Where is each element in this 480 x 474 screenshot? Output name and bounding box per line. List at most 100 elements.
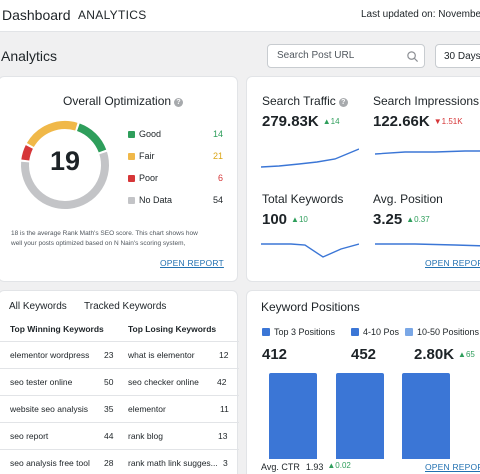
optimization-donut-chart (21, 121, 109, 209)
winning-keyword[interactable]: elementor wordpress (10, 350, 90, 360)
search-impressions-sparkline (375, 150, 480, 155)
analytics-title: Analytics (1, 48, 58, 64)
winning-keyword[interactable]: seo analysis free tool (10, 458, 90, 468)
page-title: Dashboard (2, 7, 71, 23)
tab-tracked-keywords[interactable]: Tracked Keywords (84, 301, 167, 312)
legend-no-data-label: No Data (139, 195, 173, 205)
legend-good: Good 14 (127, 129, 223, 143)
avg-position-sparkline (375, 243, 480, 247)
positions-open-report-link[interactable]: OPEN REPORT (425, 462, 480, 472)
avg-ctr-value: 1.93 (305, 462, 324, 472)
total-keywords-delta-value: 10 (298, 215, 308, 224)
legend-good-value: 14 (212, 129, 223, 139)
help-icon[interactable]: ? (338, 98, 348, 107)
winning-keyword[interactable]: seo report (10, 431, 49, 441)
optimization-open-report-link[interactable]: OPEN REPORT (160, 258, 224, 268)
losing-keyword-position: 11 (220, 404, 229, 414)
traffic-open-report-link[interactable]: OPEN REPORT (425, 258, 480, 268)
table-row: seo tester online 50 seo checker online … (0, 368, 239, 395)
pos-4-10-count: 452 (351, 346, 377, 363)
search-impressions-number: 122.66K (373, 113, 430, 130)
search-impressions-value: 122.66K ▼1.51K (373, 113, 463, 130)
winning-keyword-position: 50 (104, 377, 114, 387)
top-bar: Dashboard ANALYTICS Last updated on: Nov… (0, 0, 480, 32)
last-updated-text: Last updated on: November 8, (361, 9, 480, 20)
legend-10-50-swatch (405, 328, 413, 336)
legend-fair-swatch (128, 153, 135, 160)
pos-4-10-bar (336, 373, 384, 459)
winning-keyword-position: 44 (104, 431, 114, 441)
keyword-positions-title: Keyword Positions (261, 300, 360, 314)
top3-count: 412 (262, 346, 288, 363)
optimization-note-line1: 18 is the average Rank Math's SEO score.… (11, 230, 198, 237)
donut-segment-poor (21, 145, 33, 161)
legend-top3-label: Top 3 Positions (274, 327, 336, 337)
optimization-note: 18 is the average Rank Math's SEO score.… (11, 229, 225, 249)
losing-keyword-position: 12 (219, 350, 229, 360)
date-range-select[interactable]: 30 Days (435, 44, 480, 68)
avg-ctr-delta-value: 0.02 (335, 461, 351, 470)
search-post-url-input[interactable]: Search Post URL (267, 44, 425, 68)
winning-keyword-position: 28 (104, 458, 114, 468)
search-impressions-label: Search Impressions (373, 94, 480, 108)
search-traffic-delta-value: 14 (330, 117, 340, 126)
search-placeholder: Search Post URL (277, 50, 355, 61)
losing-keyword[interactable]: seo checker online (128, 377, 199, 387)
optimization-title: Overall Optimization? (63, 94, 184, 108)
losing-keyword[interactable]: rank blog (128, 431, 163, 441)
search-traffic-value: 279.83K ▲14 (262, 113, 340, 130)
page-subtitle: ANALYTICS (78, 8, 147, 22)
losing-keywords-header: Top Losing Keywords (128, 324, 217, 334)
pos-10-50-count: 2.80K ▲65 (414, 346, 475, 363)
avg-ctr-delta: ▲0.02 (327, 461, 351, 470)
optimization-note-line2: well your posts optimized based on N Nai… (11, 240, 186, 247)
losing-keyword-position: 42 (217, 377, 227, 387)
legend-top3: Top 3 Positions (262, 327, 335, 337)
winning-keyword-position: 35 (104, 404, 114, 414)
losing-keyword[interactable]: elementor (128, 404, 166, 414)
avg-position-label: Avg. Position (373, 192, 443, 206)
help-icon[interactable]: ? (174, 98, 184, 107)
keywords-card: All Keywords Tracked Keywords Top Winnin… (0, 290, 239, 474)
legend-10-50-label: 10-50 Positions (417, 327, 480, 337)
avg-ctr: Avg. CTR 1.93 ▲0.02 (261, 461, 351, 472)
search-traffic-number: 279.83K (262, 113, 319, 130)
total-keywords-value: 100 ▲10 (262, 211, 308, 228)
keyword-positions-card: Keyword Positions Top 3 Positions 4-10 P… (246, 290, 480, 474)
search-traffic-delta: ▲14 (322, 117, 340, 126)
losing-keyword[interactable]: what is elementor (128, 350, 195, 360)
legend-fair-value: 21 (212, 151, 223, 161)
search-impressions-delta-value: 1.51K (441, 117, 463, 126)
avg-position-number: 3.25 (373, 211, 403, 228)
winning-keyword[interactable]: website seo analysis (10, 404, 88, 414)
legend-4-10: 4-10 Pos (351, 327, 399, 337)
legend-4-10-label: 4-10 Pos (363, 327, 400, 337)
legend-fair: Fair 21 (127, 151, 223, 165)
donut-segment-good (76, 123, 107, 153)
donut-segment-fair (26, 121, 78, 148)
search-impressions-delta: ▼1.51K (433, 117, 463, 126)
legend-4-10-swatch (351, 328, 359, 336)
losing-keyword-position: 3 (223, 458, 228, 468)
legend-fair-label: Fair (139, 151, 155, 161)
tab-all-keywords[interactable]: All Keywords (9, 301, 67, 312)
legend-top3-swatch (262, 328, 270, 336)
optimization-title-text: Overall Optimization (63, 94, 172, 108)
search-traffic-card: Search Traffic? 279.83K ▲14 Search Impres… (246, 76, 480, 282)
total-keywords-sparkline (261, 243, 359, 258)
total-keywords-delta: ▲10 (291, 215, 308, 224)
legend-good-swatch (128, 131, 135, 138)
avg-position-delta-value: 0.37 (414, 215, 430, 224)
winning-keyword[interactable]: seo tester online (10, 377, 73, 387)
legend-poor-swatch (128, 175, 135, 182)
search-icon[interactable] (406, 50, 419, 63)
search-traffic-label-text: Search Traffic (262, 94, 336, 108)
donut-segment-no-data (21, 151, 109, 209)
legend-no-data-value: 54 (212, 195, 223, 205)
search-traffic-sparkline (261, 148, 359, 168)
legend-10-50: 10-50 Positions (405, 327, 479, 337)
legend-no-data: No Data 54 (127, 195, 223, 209)
pos-10-50-delta-value: 65 (465, 350, 475, 359)
losing-keyword[interactable]: rank math link sugges... (128, 458, 218, 468)
pos-10-50-delta: ▲65 (458, 350, 475, 359)
